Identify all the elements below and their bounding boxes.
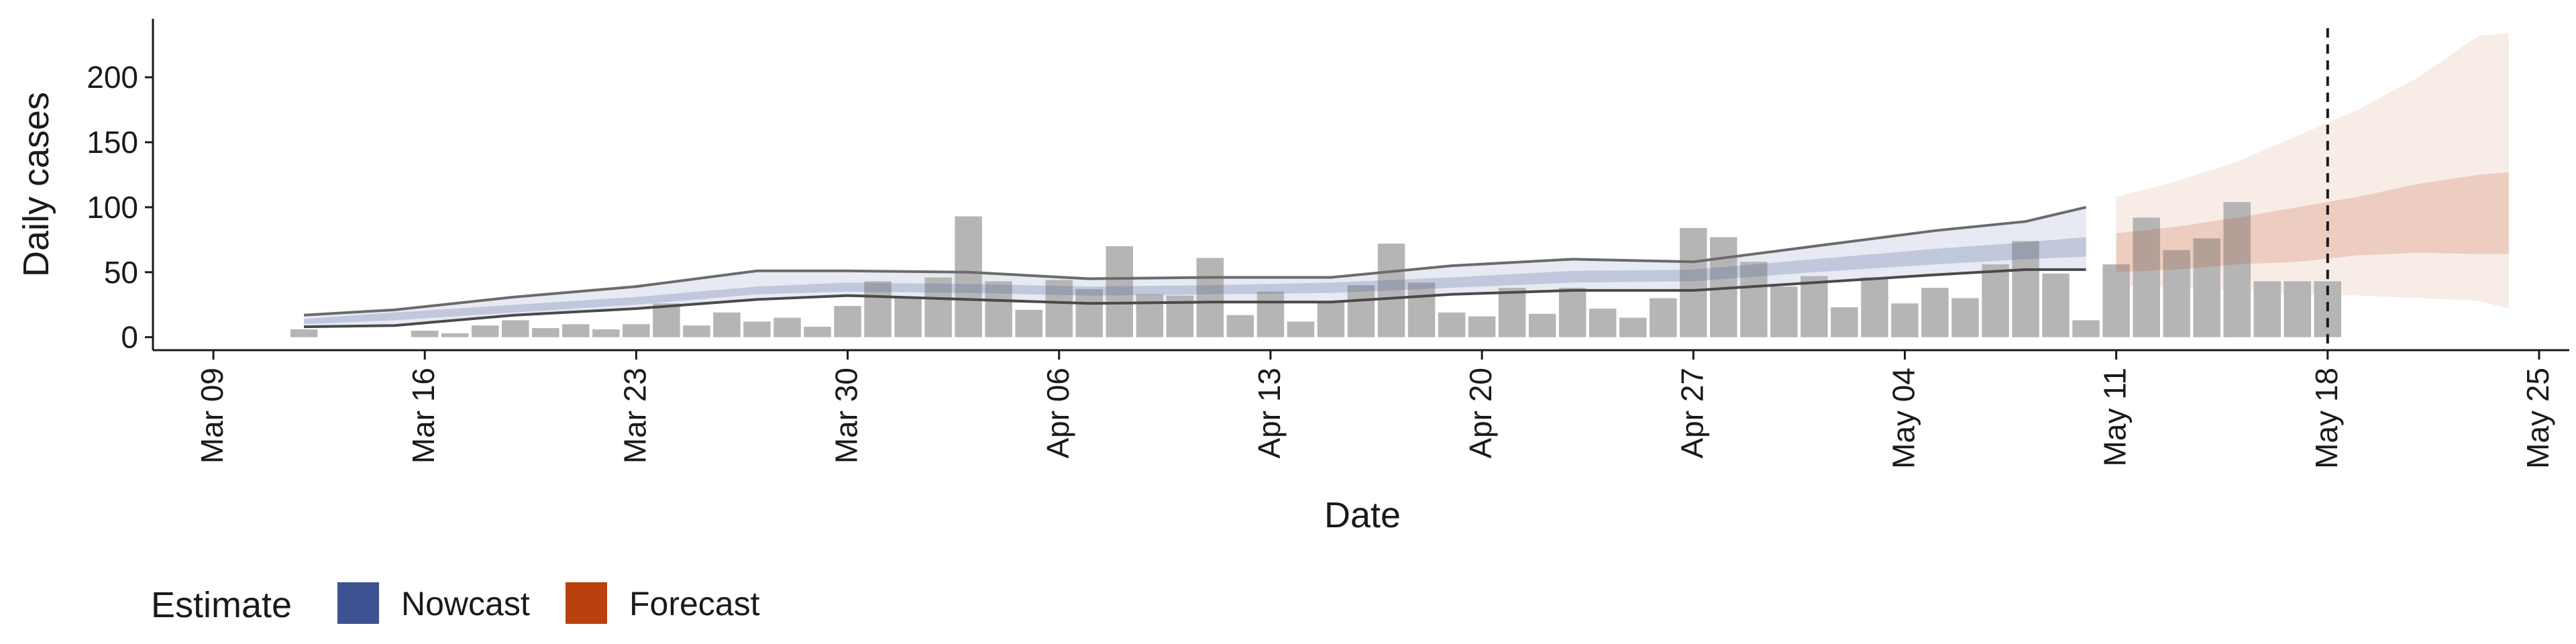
legend-swatch-forecast — [566, 582, 607, 624]
x-tick-label: Apr 06 — [1040, 368, 1075, 459]
case-bar — [894, 299, 922, 337]
case-bar — [1499, 288, 1526, 337]
legend-label-nowcast: Nowcast — [401, 585, 530, 623]
case-bar — [1438, 313, 1466, 337]
x-axis-title: Date — [1324, 495, 1401, 535]
x-tick-label: May 25 — [2520, 368, 2555, 469]
case-bar — [2102, 264, 2130, 337]
case-bar — [441, 333, 469, 337]
case-bar — [1589, 309, 1617, 337]
legend: Estimate Nowcast Forecast — [151, 582, 760, 625]
case-bar — [1982, 264, 2009, 337]
case-bar — [1227, 315, 1254, 337]
y-tick-label: 50 — [104, 255, 138, 290]
case-bar — [1559, 288, 1587, 337]
case-bar — [2284, 281, 2312, 337]
case-bar — [1348, 285, 1375, 337]
case-bar — [653, 303, 680, 337]
case-bar — [1921, 288, 1949, 337]
case-bar — [804, 327, 831, 337]
x-tick-label: Apr 20 — [1463, 368, 1498, 459]
case-bar — [472, 325, 499, 337]
case-bar — [1287, 321, 1315, 337]
case-bar — [834, 306, 861, 337]
case-bar — [1801, 276, 1828, 337]
case-bar — [743, 321, 771, 337]
case-bar — [1076, 289, 1104, 337]
case-bar — [2042, 274, 2070, 337]
case-bar — [1680, 228, 1707, 337]
case-bar — [1318, 302, 1345, 337]
plot-area — [290, 28, 2509, 350]
y-tick-label: 150 — [87, 125, 138, 160]
case-bar — [1650, 299, 1677, 337]
case-bar — [562, 324, 590, 337]
case-bar — [592, 329, 620, 337]
y-axis: 0 50 100 150 200 — [87, 19, 153, 355]
case-bar — [773, 318, 801, 337]
case-bar — [1197, 258, 1224, 337]
case-bar — [2072, 320, 2100, 337]
case-bar — [532, 328, 559, 337]
case-bar — [1891, 303, 1919, 337]
x-tick-label: May 18 — [2309, 368, 2344, 469]
y-tick-label: 100 — [87, 190, 138, 225]
legend-title: Estimate — [151, 585, 292, 625]
case-bar — [411, 331, 439, 337]
y-axis-title: Daily cases — [16, 92, 56, 277]
case-bar — [1951, 299, 1979, 337]
y-tick-label: 0 — [121, 320, 138, 355]
x-tick-label: Mar 23 — [617, 368, 652, 464]
x-tick-label: May 04 — [1886, 368, 1921, 469]
case-bar — [1770, 286, 1798, 337]
case-bar — [1831, 307, 1858, 337]
case-bar — [1619, 318, 1647, 337]
case-bar — [623, 324, 650, 337]
case-bar — [290, 329, 318, 337]
case-bar — [1861, 278, 1888, 337]
x-axis: Mar 09 Mar 16 Mar 23 Mar 30 Apr 06 Apr 13 Apr … — [153, 350, 2569, 469]
legend-label-forecast: Forecast — [629, 585, 760, 623]
case-bar — [1529, 314, 1556, 337]
case-bar — [2254, 281, 2282, 337]
case-bar — [502, 320, 529, 337]
case-bar — [1136, 294, 1164, 337]
x-tick-label: Apr 27 — [1674, 368, 1709, 459]
x-tick-label: May 11 — [2098, 368, 2133, 466]
y-tick-label: 200 — [87, 60, 138, 95]
case-bar — [1257, 292, 1285, 337]
x-tick-label: Mar 30 — [829, 368, 864, 464]
case-bar — [1016, 310, 1043, 337]
case-bar — [683, 325, 710, 337]
case-bar — [1408, 282, 1436, 337]
x-tick-label: Mar 16 — [406, 368, 441, 464]
legend-swatch-nowcast — [337, 582, 379, 624]
case-bar — [955, 217, 982, 337]
case-bar — [1468, 317, 1496, 337]
case-bar — [713, 313, 741, 337]
x-tick-label: Apr 13 — [1252, 368, 1287, 459]
x-tick-label: Mar 09 — [195, 368, 229, 464]
